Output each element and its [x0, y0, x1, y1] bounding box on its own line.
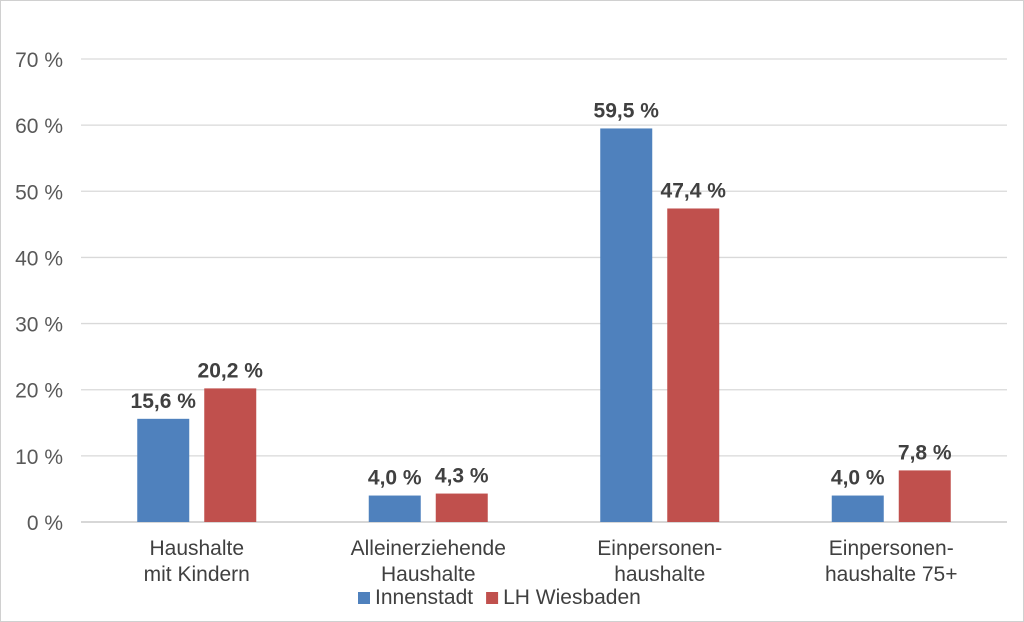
category-label-3-line-1: haushalte 75+ [825, 563, 958, 586]
data-label-lh-wiesbaden-0: 20,2 % [198, 359, 264, 382]
category-label-1-line-0: Alleinerziehende [351, 537, 506, 560]
y-tick-label-70: 70 % [15, 49, 63, 72]
data-label-lh-wiesbaden-1: 4,3 % [435, 465, 489, 488]
y-tick-label-60: 60 % [15, 115, 63, 138]
category-label-0-line-1: mit Kindern [144, 563, 250, 586]
bar-innenstadt-3 [831, 495, 884, 522]
bar-lh-wiesbaden-3 [898, 470, 951, 522]
legend-swatch-lh-wiesbaden [486, 592, 499, 604]
legend-swatch-innenstadt [358, 592, 370, 604]
y-tick-label-50: 50 % [15, 181, 63, 204]
bar-lh-wiesbaden-1 [435, 493, 488, 522]
bar-lh-wiesbaden-0 [204, 388, 257, 522]
data-label-innenstadt-1: 4,0 % [368, 467, 422, 490]
legend-label-lh-wiesbaden: LH Wiesbaden [503, 586, 641, 609]
category-label-2-line-1: haushalte [614, 563, 705, 586]
y-tick-label-30: 30 % [15, 314, 63, 337]
data-label-innenstadt-2: 59,5 % [594, 99, 660, 122]
category-label-1-line-1: Haushalte [381, 563, 476, 586]
category-label-2-line-0: Einpersonen- [597, 537, 722, 560]
bar-innenstadt-2 [600, 128, 653, 522]
bar-innenstadt-0 [137, 418, 190, 522]
bar-innenstadt-1 [368, 495, 421, 522]
category-label-3-line-0: Einpersonen- [829, 537, 954, 560]
legend-label-innenstadt: Innenstadt [375, 586, 473, 609]
y-tick-label-0: 0 % [27, 512, 63, 535]
bar-lh-wiesbaden-2 [667, 208, 720, 523]
y-tick-label-20: 20 % [15, 380, 63, 403]
y-tick-label-40: 40 % [15, 247, 63, 270]
data-label-innenstadt-3: 4,0 % [831, 467, 885, 490]
y-tick-label-10: 10 % [15, 446, 63, 469]
data-label-innenstadt-0: 15,6 % [131, 390, 197, 413]
data-label-lh-wiesbaden-3: 7,8 % [898, 441, 952, 464]
data-label-lh-wiesbaden-2: 47,4 % [661, 179, 727, 202]
category-label-0-line-0: Haushalte [149, 537, 244, 560]
